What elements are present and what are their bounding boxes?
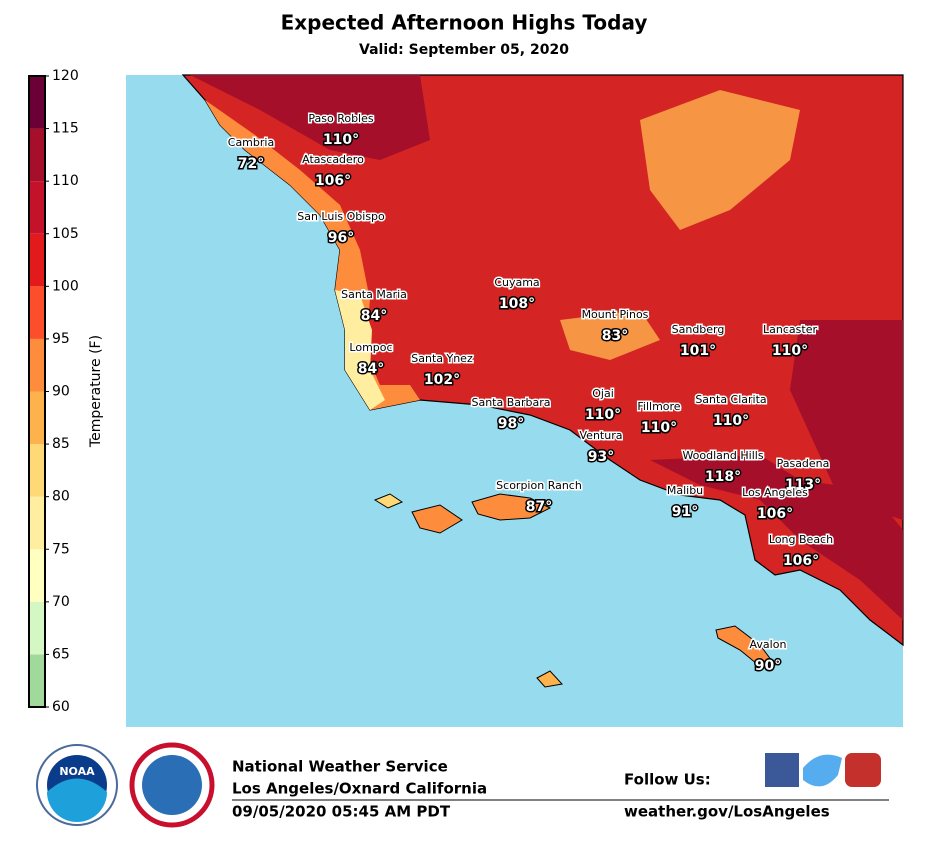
station-temp: 96° xyxy=(328,230,354,246)
noaa-wave xyxy=(47,778,107,822)
station-name: Scorpion Ranch xyxy=(496,479,582,492)
station-temp: 118° xyxy=(705,469,741,485)
station-name: Santa Maria xyxy=(341,288,407,301)
station-temp: 110° xyxy=(585,407,621,423)
colorbar-bin xyxy=(29,128,45,182)
title: Expected Afternoon Highs Today xyxy=(281,11,648,35)
nws-logo-inner xyxy=(142,755,202,815)
station-temp: 91° xyxy=(672,504,698,520)
colorbar-bin xyxy=(29,444,45,497)
agency: National Weather Service xyxy=(232,758,448,776)
station-name: Ojai xyxy=(592,387,614,400)
station-name: Atascadero xyxy=(302,153,364,166)
mountains xyxy=(560,90,800,360)
station-temp: 72° xyxy=(238,156,264,172)
station-name: Lompoc xyxy=(349,341,392,354)
station-temp: 84° xyxy=(358,361,384,377)
station-name: Malibu xyxy=(667,484,703,497)
station-temp: 102° xyxy=(424,372,460,388)
colorbar-tick-label: 85 xyxy=(52,436,70,452)
colorbar-tick-label: 95 xyxy=(52,331,70,347)
station-name: Los Angeles xyxy=(742,486,808,499)
colorbar-tick-label: 70 xyxy=(52,594,70,610)
noaa-text: NOAA xyxy=(59,765,95,778)
station-name: Santa Clarita xyxy=(695,393,766,406)
station-name: Ventura xyxy=(580,429,623,442)
colorbar-tick-label: 105 xyxy=(52,226,79,242)
colorbar-bin xyxy=(29,233,45,287)
website[interactable]: weather.gov/LosAngeles xyxy=(624,803,830,821)
colorbar-bin xyxy=(29,76,45,129)
subtitle: Valid: September 05, 2020 xyxy=(359,42,569,58)
station-temp: 93° xyxy=(588,449,614,465)
island xyxy=(373,493,404,509)
station-name: Avalon xyxy=(750,638,787,651)
station-temp: 98° xyxy=(498,416,524,432)
station-name: Long Beach xyxy=(769,533,833,546)
office: Los Angeles/Oxnard California xyxy=(232,780,487,798)
station-name: Lancaster xyxy=(763,323,817,336)
station-name: Cambria xyxy=(228,136,274,149)
youtube-icon[interactable] xyxy=(845,753,881,787)
colorbar-bin xyxy=(29,601,45,655)
colorbar-tick-label: 90 xyxy=(52,384,70,400)
station-temp: 110° xyxy=(323,132,359,148)
station-name: Paso Robles xyxy=(308,112,374,125)
station-temp: 113° xyxy=(785,477,821,493)
colorbar-bin xyxy=(29,549,45,602)
station-temp: 106° xyxy=(783,553,819,569)
station-temp: 106° xyxy=(757,506,793,522)
inland-hot xyxy=(190,75,903,620)
station-name: Fillmore xyxy=(637,400,680,413)
station-temp: 106° xyxy=(315,173,351,189)
colorbar-tick-label: 75 xyxy=(52,541,70,557)
station-temp: 90° xyxy=(755,658,781,674)
station-name: Mount Pinos xyxy=(582,308,649,321)
station-name: Pasadena xyxy=(777,457,830,470)
station-name: Cuyama xyxy=(494,276,539,289)
twitter-icon[interactable] xyxy=(803,754,842,787)
station-name: Santa Barbara xyxy=(471,396,550,409)
colorbar-tick-label: 60 xyxy=(52,699,70,715)
colorbar-tick-label: 115 xyxy=(52,121,79,137)
colorbar-bin xyxy=(29,286,45,339)
follow: Follow Us: xyxy=(624,771,711,789)
island xyxy=(471,493,552,521)
station-name: Sandberg xyxy=(672,323,725,336)
island xyxy=(715,625,776,669)
station-name: Woodland Hills xyxy=(682,449,763,462)
colorbar-bin xyxy=(29,496,45,550)
colorbar-bin xyxy=(29,391,45,445)
colorbar-bin xyxy=(29,181,45,234)
coastal-cool xyxy=(335,290,385,410)
station-temp: 110° xyxy=(713,413,749,429)
colorbar-tick-label: 65 xyxy=(52,646,70,662)
station-temp: 101° xyxy=(680,343,716,359)
colorbar: 60 65 70 75 80 85 90 95 100 105 110 115 120 xyxy=(28,68,79,715)
island xyxy=(536,670,563,688)
facebook-icon[interactable] xyxy=(765,753,799,787)
station-temp: 108° xyxy=(499,296,535,312)
map xyxy=(126,74,904,727)
colorbar-tick-label: 110 xyxy=(52,173,79,189)
station-temp: 84° xyxy=(361,308,387,324)
colorbar-tick-label: 80 xyxy=(52,489,70,505)
colorbar-label: Temperature (F) xyxy=(88,335,104,448)
logos: NOAA xyxy=(36,742,215,828)
station-name: San Luis Obispo xyxy=(297,210,385,223)
station-temp: 110° xyxy=(641,420,677,436)
station-temp: 110° xyxy=(772,343,808,359)
station-temp: 87° xyxy=(526,499,552,515)
station-name: Santa Ynez xyxy=(411,352,473,365)
colorbar-tick-label: 100 xyxy=(52,278,79,294)
station-temp: 83° xyxy=(602,328,628,344)
colorbar-bin xyxy=(29,654,45,707)
colorbar-tick-label: 120 xyxy=(52,68,79,84)
issued: 09/05/2020 05:45 AM PDT xyxy=(232,803,451,821)
island xyxy=(411,504,463,534)
colorbar-bin xyxy=(29,338,45,392)
